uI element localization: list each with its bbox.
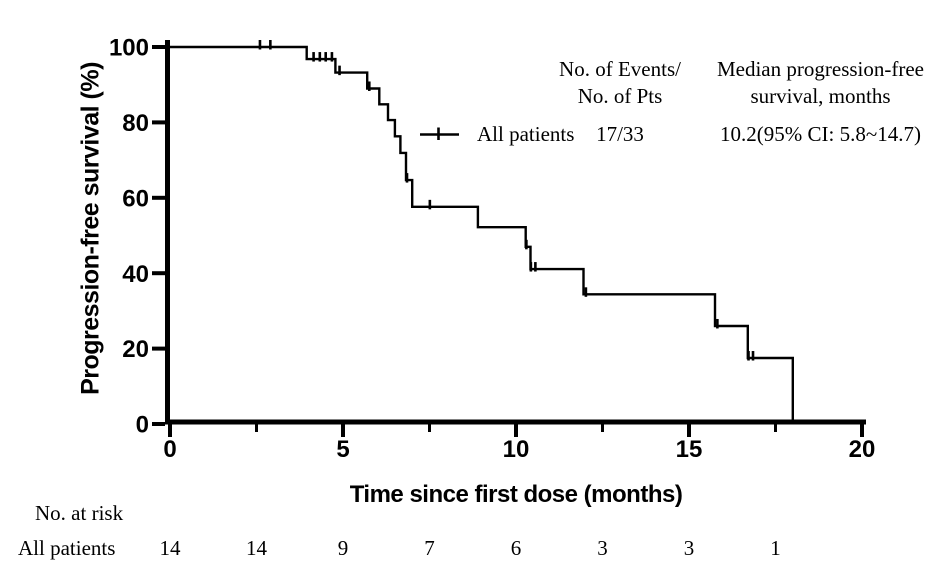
at-risk-value: 6 bbox=[510, 536, 522, 560]
x-tick-label: 15 bbox=[676, 436, 703, 463]
y-tick-label: 20 bbox=[122, 336, 149, 363]
at-risk-value: 14 bbox=[246, 536, 267, 560]
legend-median-header-line1: Median progression-free bbox=[716, 57, 924, 81]
legend-median-header: Median progression-free survival, months bbox=[703, 56, 931, 110]
at-risk-value: 7 bbox=[424, 536, 435, 560]
y-axis-title: Progression-free survival (%) bbox=[76, 62, 105, 395]
at-risk-title: No. at risk bbox=[35, 501, 124, 525]
x-tick-label: 0 bbox=[163, 436, 176, 463]
y-tick-label: 100 bbox=[109, 35, 149, 62]
legend-events-header: No. of Events/ No. of Pts bbox=[530, 56, 710, 110]
legend-median-header-line2: survival, months bbox=[750, 84, 891, 108]
x-axis-title: Time since first dose (months) bbox=[349, 481, 683, 508]
legend-median-value: 10.2(95% CI: 5.8~14.7) bbox=[720, 122, 921, 146]
y-tick-label: 0 bbox=[136, 412, 149, 439]
x-tick-label: 20 bbox=[849, 436, 876, 463]
at-risk-value: 3 bbox=[597, 536, 608, 560]
legend-events-header-line1: No. of Events/ bbox=[559, 57, 681, 81]
at-risk-row-label: All patients bbox=[18, 536, 116, 560]
y-tick-label: 40 bbox=[122, 261, 149, 288]
at-risk-value: 3 bbox=[683, 536, 695, 560]
at-risk-value: 9 bbox=[337, 536, 349, 560]
x-tick-label: 5 bbox=[336, 436, 349, 463]
x-tick-label: 10 bbox=[503, 436, 530, 463]
legend-events-value: 17/33 bbox=[596, 122, 644, 146]
y-tick-label: 80 bbox=[122, 110, 149, 137]
y-tick-label: 60 bbox=[122, 185, 149, 212]
at-risk-value: 14 bbox=[159, 536, 181, 560]
legend-series-label: All patients bbox=[477, 122, 575, 146]
at-risk-value: 1 bbox=[770, 536, 781, 560]
legend-events-header-line2: No. of Pts bbox=[577, 84, 663, 108]
